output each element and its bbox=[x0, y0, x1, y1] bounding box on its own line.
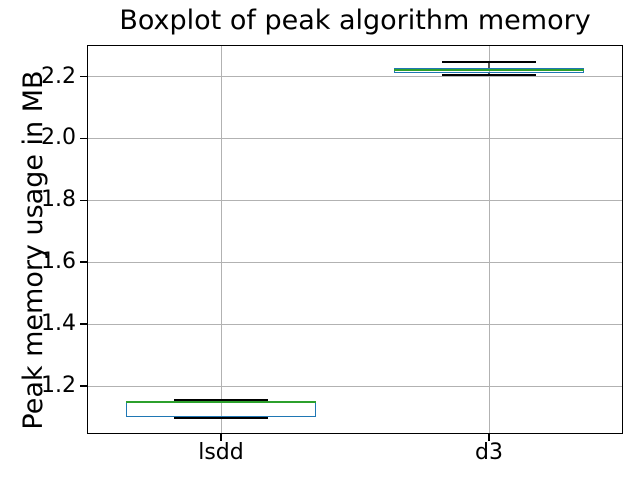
x-tick-mark bbox=[488, 434, 490, 441]
y-tick-label: 1.2 bbox=[41, 373, 76, 399]
y-gridline bbox=[87, 137, 623, 139]
upper-whisker-line bbox=[488, 62, 490, 69]
upper-whisker-line bbox=[220, 399, 222, 402]
upper-whisker-cap bbox=[174, 398, 268, 401]
y-tick-mark bbox=[80, 261, 87, 264]
y-tick-label: 1.6 bbox=[41, 249, 76, 275]
lower-whisker-cap bbox=[442, 73, 536, 76]
lower-whisker-cap bbox=[174, 416, 268, 419]
y-tick-mark bbox=[80, 199, 87, 202]
x-gridline bbox=[488, 45, 490, 434]
y-tick-mark bbox=[80, 75, 87, 78]
y-tick-label: 1.4 bbox=[41, 311, 76, 337]
chart-title: Boxplot of peak algorithm memory bbox=[119, 5, 591, 36]
x-tick-label: lsdd bbox=[198, 440, 244, 465]
y-tick-mark bbox=[80, 323, 87, 325]
median-line bbox=[126, 401, 316, 404]
median-line bbox=[394, 69, 584, 72]
y-gridline bbox=[87, 261, 623, 263]
y-gridline bbox=[87, 385, 623, 387]
y-tick-label: 1.8 bbox=[41, 187, 76, 213]
y-tick-mark bbox=[80, 385, 87, 387]
lower-whisker-line bbox=[488, 72, 490, 75]
y-gridline bbox=[87, 76, 623, 78]
upper-whisker-cap bbox=[442, 61, 536, 64]
y-tick-label: 2.2 bbox=[41, 63, 76, 89]
x-tick-label: d3 bbox=[475, 440, 503, 465]
iqr-box bbox=[126, 401, 316, 417]
x-gridline bbox=[220, 45, 222, 434]
y-tick-mark bbox=[80, 137, 87, 140]
plot-area bbox=[87, 45, 623, 434]
y-gridline bbox=[87, 199, 623, 201]
x-tick-mark bbox=[220, 434, 222, 441]
y-tick-label: 2.0 bbox=[41, 125, 76, 151]
y-gridline bbox=[87, 323, 623, 325]
